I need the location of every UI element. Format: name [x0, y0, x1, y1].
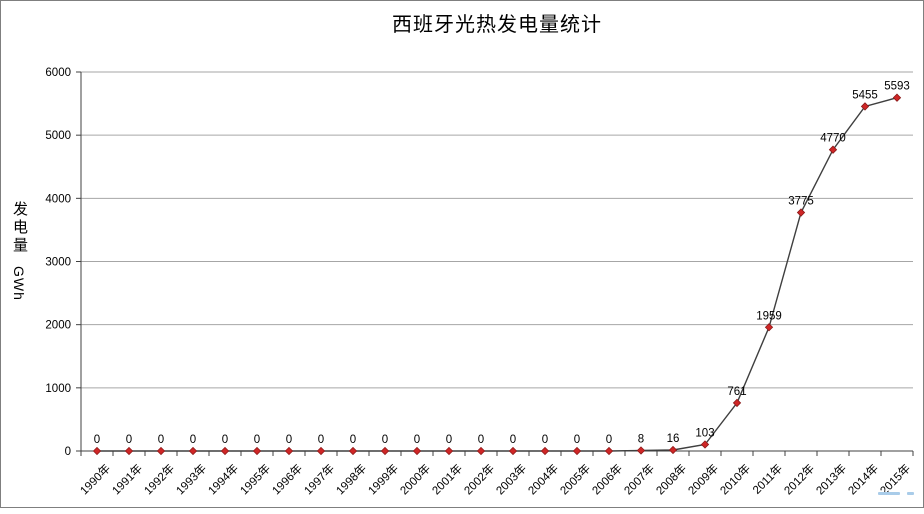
- y-axis-tick-labels: 0 1000 2000 3000 4000 5000 6000: [45, 67, 71, 458]
- series-markers: [92, 93, 902, 456]
- x-tick-label: 2003年: [493, 461, 529, 497]
- data-point-marker: [92, 446, 102, 456]
- data-point-marker: [444, 446, 454, 456]
- data-label: 0: [318, 434, 324, 446]
- data-label: 0: [254, 434, 260, 446]
- data-point-marker: [380, 446, 390, 456]
- data-label: 5455: [852, 89, 878, 101]
- artifact-blue-dash-2: [907, 492, 914, 495]
- data-label: 5593: [884, 81, 910, 93]
- data-point-marker: [764, 323, 774, 332]
- data-label: 0: [94, 434, 100, 446]
- x-tick-label: 2010年: [717, 461, 753, 497]
- data-label: 4770: [820, 133, 846, 145]
- x-tick-label: 1990年: [77, 461, 113, 497]
- data-label: 0: [542, 434, 548, 446]
- data-point-marker: [124, 446, 134, 456]
- data-point-marker: [412, 446, 422, 456]
- x-tick-label: 2008年: [653, 461, 689, 497]
- data-point-marker: [252, 446, 262, 456]
- data-label: 0: [510, 434, 516, 446]
- data-label: 0: [158, 434, 164, 446]
- data-point-marker: [732, 398, 742, 408]
- artifact-blue-dash-1: [878, 492, 900, 495]
- data-point-marker: [156, 446, 166, 456]
- data-point-marker: [316, 446, 326, 456]
- data-point-marker: [796, 208, 806, 217]
- y-tick-label: 6000: [45, 67, 71, 79]
- data-point-marker: [188, 446, 198, 456]
- x-tick-label: 2006年: [589, 461, 625, 497]
- x-tick-label: 1998年: [333, 461, 369, 497]
- x-tick-label: 1994年: [205, 461, 241, 497]
- x-tick-label: 2004年: [525, 461, 561, 497]
- data-point-marker: [700, 440, 710, 449]
- data-point-marker: [476, 446, 486, 456]
- x-tick-label: 2000年: [397, 461, 433, 497]
- data-label: 103: [695, 427, 714, 439]
- axes: [76, 71, 914, 456]
- y-tick-label: 3000: [45, 257, 71, 269]
- data-label: 0: [126, 434, 132, 446]
- x-tick-label: 1999年: [365, 461, 401, 497]
- data-label: 0: [446, 434, 452, 446]
- data-point-marker: [572, 446, 582, 456]
- data-label: 16: [667, 433, 680, 445]
- data-label: 0: [350, 434, 356, 446]
- data-point-marker: [636, 446, 646, 455]
- data-point-marker: [828, 145, 838, 154]
- y-tick-label: 2000: [45, 320, 71, 332]
- y-tick-label: 1000: [45, 383, 71, 395]
- data-point-marker: [220, 446, 230, 456]
- data-point-marker: [668, 445, 678, 455]
- x-tick-label: 2013年: [813, 461, 849, 497]
- data-point-marker: [508, 446, 518, 456]
- x-tick-label: 1997年: [301, 461, 337, 497]
- data-point-marker: [860, 102, 870, 111]
- chart-title: 西班牙光热发电量统计: [392, 14, 602, 36]
- data-label: 0: [606, 434, 612, 446]
- data-label: 0: [574, 434, 580, 446]
- data-point-marker: [604, 446, 614, 456]
- data-label: 0: [222, 434, 228, 446]
- x-tick-label: 2007年: [621, 461, 657, 497]
- x-axis-tick-labels: 1990年1991年1992年1993年1994年1995年1996年1997年…: [77, 461, 913, 497]
- x-tick-label: 1996年: [269, 461, 305, 497]
- data-label: 8: [638, 433, 644, 445]
- x-tick-label: 1992年: [141, 461, 177, 497]
- data-point-marker: [892, 93, 902, 102]
- y-axis-title: 发电量 GWh: [9, 201, 30, 301]
- data-point-marker: [284, 446, 294, 456]
- y-axis-title-latin: GWh: [11, 266, 27, 302]
- data-label: 761: [727, 386, 746, 398]
- x-tick-label: 2014年: [845, 461, 881, 497]
- x-tick-label: 2009年: [685, 461, 721, 497]
- x-tick-label: 1991年: [109, 461, 145, 497]
- x-tick-label: 2002年: [461, 461, 497, 497]
- data-label: 0: [414, 434, 420, 446]
- x-tick-label: 2012年: [781, 461, 817, 497]
- data-label: 3775: [788, 196, 814, 208]
- data-label: 1959: [756, 310, 782, 322]
- x-tick-label: 2005年: [557, 461, 593, 497]
- data-label: 0: [478, 434, 484, 446]
- data-labels: 0 0 0 0 0 0 0 0 0 0 0 0 0 0 0 0 0 8 16 103 761 1959 3775 4770 54…: [94, 81, 910, 446]
- data-label: 0: [382, 434, 388, 446]
- data-label: 0: [190, 434, 196, 446]
- series-line: [97, 97, 898, 452]
- data-point-marker: [540, 446, 550, 456]
- y-axis-title-cjk: 发电量: [11, 201, 28, 255]
- data-point-marker: [348, 446, 358, 456]
- gridlines: [81, 71, 913, 389]
- y-tick-label: 5000: [45, 130, 71, 142]
- x-tick-label: 2011年: [750, 461, 786, 497]
- y-tick-label: 4000: [45, 193, 71, 205]
- x-tick-label: 2001年: [429, 461, 465, 497]
- y-tick-label: 0: [65, 446, 71, 458]
- x-tick-label: 1995年: [237, 461, 273, 497]
- x-tick-label: 1993年: [173, 461, 209, 497]
- data-label: 0: [286, 434, 292, 446]
